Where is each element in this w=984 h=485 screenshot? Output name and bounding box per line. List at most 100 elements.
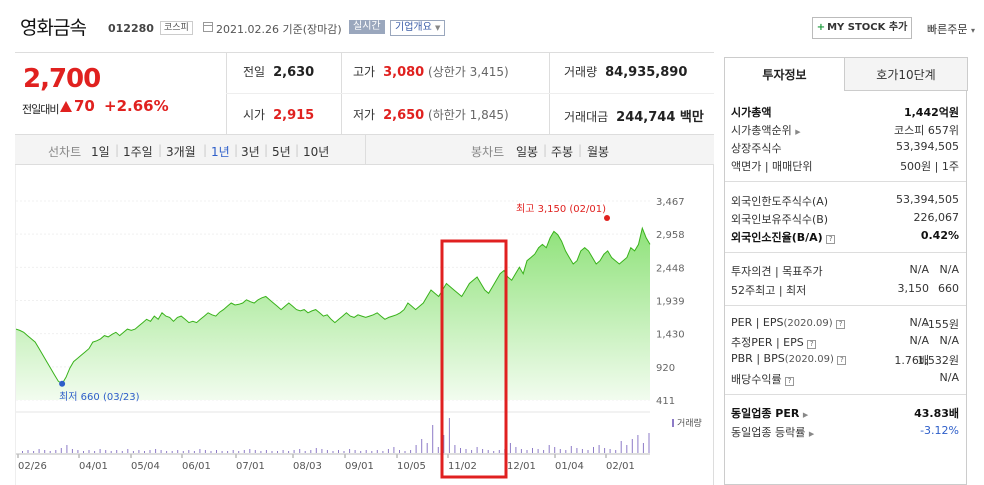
quick-order-button[interactable]: 빠른주문 ▾ bbox=[927, 21, 975, 37]
help-icon[interactable]: ? bbox=[826, 235, 836, 244]
amount-label: 거래대금 bbox=[564, 110, 609, 124]
info-label: PER | EPS bbox=[731, 316, 784, 329]
volume-bar bbox=[626, 445, 628, 453]
period-tab-10y[interactable]: 10년 bbox=[303, 145, 330, 159]
foreign-limit-row: 외국인한도주식수(A) 53,394,505 bbox=[731, 193, 959, 211]
realtime-button[interactable]: 실시간 bbox=[349, 20, 385, 34]
52week-row: 52주최고 | 최저 3,150 660 bbox=[731, 282, 959, 300]
line-chart-label: 선차트 bbox=[48, 145, 82, 159]
info-value: 660 bbox=[938, 282, 959, 295]
upper-limit: (상한가 3,415) bbox=[428, 65, 509, 79]
trade-amount: 거래대금 244,744 백만 bbox=[564, 106, 704, 125]
plus-icon: + bbox=[816, 22, 826, 33]
tab-order-book[interactable]: 호가10단계 bbox=[845, 57, 968, 91]
volume-bar bbox=[132, 451, 134, 453]
volume-bar bbox=[376, 450, 378, 453]
volume-bar bbox=[509, 443, 511, 453]
volume-bar bbox=[83, 451, 84, 453]
volume-bar bbox=[360, 451, 362, 453]
volume-bar bbox=[227, 451, 229, 453]
volume-bar bbox=[249, 449, 251, 453]
x-tick-label: 02/26 bbox=[18, 461, 47, 472]
help-icon[interactable]: ? bbox=[837, 356, 847, 365]
volume-bar bbox=[55, 450, 57, 453]
low-price: 저가 2,650 (하한가 1,845) bbox=[353, 106, 509, 123]
info-label: 액면가 | 매매단위 bbox=[731, 160, 813, 173]
volume-bar bbox=[487, 450, 489, 453]
period-selector: 선차트 1일 | 1주일 | 3개월 | 1년 | 3년 | 5년 | 10년 … bbox=[15, 134, 714, 165]
y-tick-label: 2,958 bbox=[656, 230, 685, 241]
period-tab-1d[interactable]: 1일 bbox=[91, 145, 110, 159]
industry-change-row[interactable]: 동일업종 등락률 ▶ -3.12% bbox=[731, 424, 959, 442]
info-label: 시가총액순위 bbox=[731, 124, 792, 137]
overview-label: 기업개요 bbox=[395, 22, 432, 33]
period-tab-5y[interactable]: 5년 bbox=[272, 145, 291, 159]
volume-bar bbox=[349, 449, 351, 453]
price-area bbox=[16, 228, 650, 400]
volume-bar bbox=[71, 449, 73, 453]
info-value: 코스피 657위 bbox=[894, 124, 959, 137]
help-icon[interactable]: ? bbox=[807, 340, 817, 349]
volume-bar bbox=[548, 445, 550, 453]
volume-bar bbox=[99, 449, 101, 453]
x-tick-label: 01/04 bbox=[555, 461, 584, 472]
calendar-icon bbox=[203, 22, 213, 32]
info-value: 3,150 bbox=[897, 282, 930, 295]
volume-bar bbox=[199, 449, 201, 453]
industry-per-row[interactable]: 동일업종 PER ▶ 43.83배 bbox=[731, 405, 959, 423]
x-tick-label: 02/01 bbox=[606, 461, 635, 472]
period-tab-1w[interactable]: 1주일 bbox=[123, 145, 153, 159]
chevron-down-icon: ▾ bbox=[970, 26, 975, 35]
volume-bar bbox=[127, 449, 129, 453]
company-overview-dropdown[interactable]: 기업개요 ▼ bbox=[390, 20, 446, 36]
candle-tab-weekly[interactable]: 주봉 bbox=[551, 145, 574, 159]
tab-investment-info[interactable]: 투자정보 bbox=[724, 57, 845, 91]
candle-tab-monthly[interactable]: 월봉 bbox=[587, 145, 610, 159]
volume-bar bbox=[581, 449, 583, 453]
volume-bar bbox=[460, 448, 461, 453]
separator: | bbox=[203, 143, 208, 157]
dividend-row: 배당수익률 ? N/A bbox=[731, 371, 959, 389]
info-value: N/A bbox=[909, 316, 929, 329]
volume-bar bbox=[204, 450, 206, 453]
my-stock-add-button[interactable]: + MY STOCK 추가 bbox=[812, 17, 912, 39]
volume: 거래량 84,935,890 bbox=[564, 63, 687, 80]
volume-bar bbox=[382, 451, 384, 453]
high-marker bbox=[604, 215, 610, 221]
volume-bar bbox=[260, 451, 262, 453]
volume-bar bbox=[216, 450, 217, 453]
volume-bar bbox=[49, 451, 51, 453]
est-per-row: 추정PER | EPS ? N/A N/A bbox=[731, 334, 959, 352]
info-value: 0.42% bbox=[920, 229, 959, 242]
market-cap-rank-row[interactable]: 시가총액순위 ▶ 코스피 657위 bbox=[731, 122, 959, 140]
price-chart: 3,467 2,958 2,448 1,939 1,430 920 411 02/26 04/… bbox=[15, 165, 714, 485]
help-icon[interactable]: ? bbox=[836, 320, 846, 329]
volume-bar bbox=[332, 451, 334, 453]
info-value: 43.83배 bbox=[914, 407, 959, 420]
chevron-right-icon: ▶ bbox=[802, 411, 809, 419]
divider bbox=[725, 305, 966, 306]
volume-bar bbox=[22, 451, 23, 453]
volume-bar bbox=[299, 449, 301, 453]
info-label: 투자의견 | 목표주가 bbox=[731, 265, 823, 278]
volume-bar bbox=[33, 451, 35, 453]
volume-bar bbox=[526, 450, 528, 453]
volume-bar bbox=[426, 443, 428, 453]
volume-bar bbox=[121, 451, 123, 453]
current-price: 2,700 bbox=[23, 64, 101, 94]
period-tab-1y[interactable]: 1년 bbox=[211, 145, 230, 159]
volume-bar bbox=[243, 450, 245, 453]
volume-bar bbox=[365, 450, 367, 453]
volume-bar bbox=[232, 450, 234, 453]
info-value: -3.12% bbox=[920, 424, 959, 437]
period-tab-3m[interactable]: 3개월 bbox=[166, 145, 196, 159]
candle-tab-daily[interactable]: 일봉 bbox=[516, 145, 539, 159]
help-icon[interactable]: ? bbox=[785, 377, 795, 386]
period-tab-3y[interactable]: 3년 bbox=[241, 145, 260, 159]
chevron-down-icon: ▼ bbox=[435, 24, 441, 32]
separator: | bbox=[234, 143, 239, 157]
high-annotation: 최고 3,150 (02/01) bbox=[516, 203, 606, 215]
info-label: 외국인소진율(B/A) bbox=[731, 231, 823, 244]
open-price: 시가 2,915 bbox=[243, 106, 314, 123]
opinion-row: 투자의견 | 목표주가 N/A N/A bbox=[731, 263, 959, 281]
